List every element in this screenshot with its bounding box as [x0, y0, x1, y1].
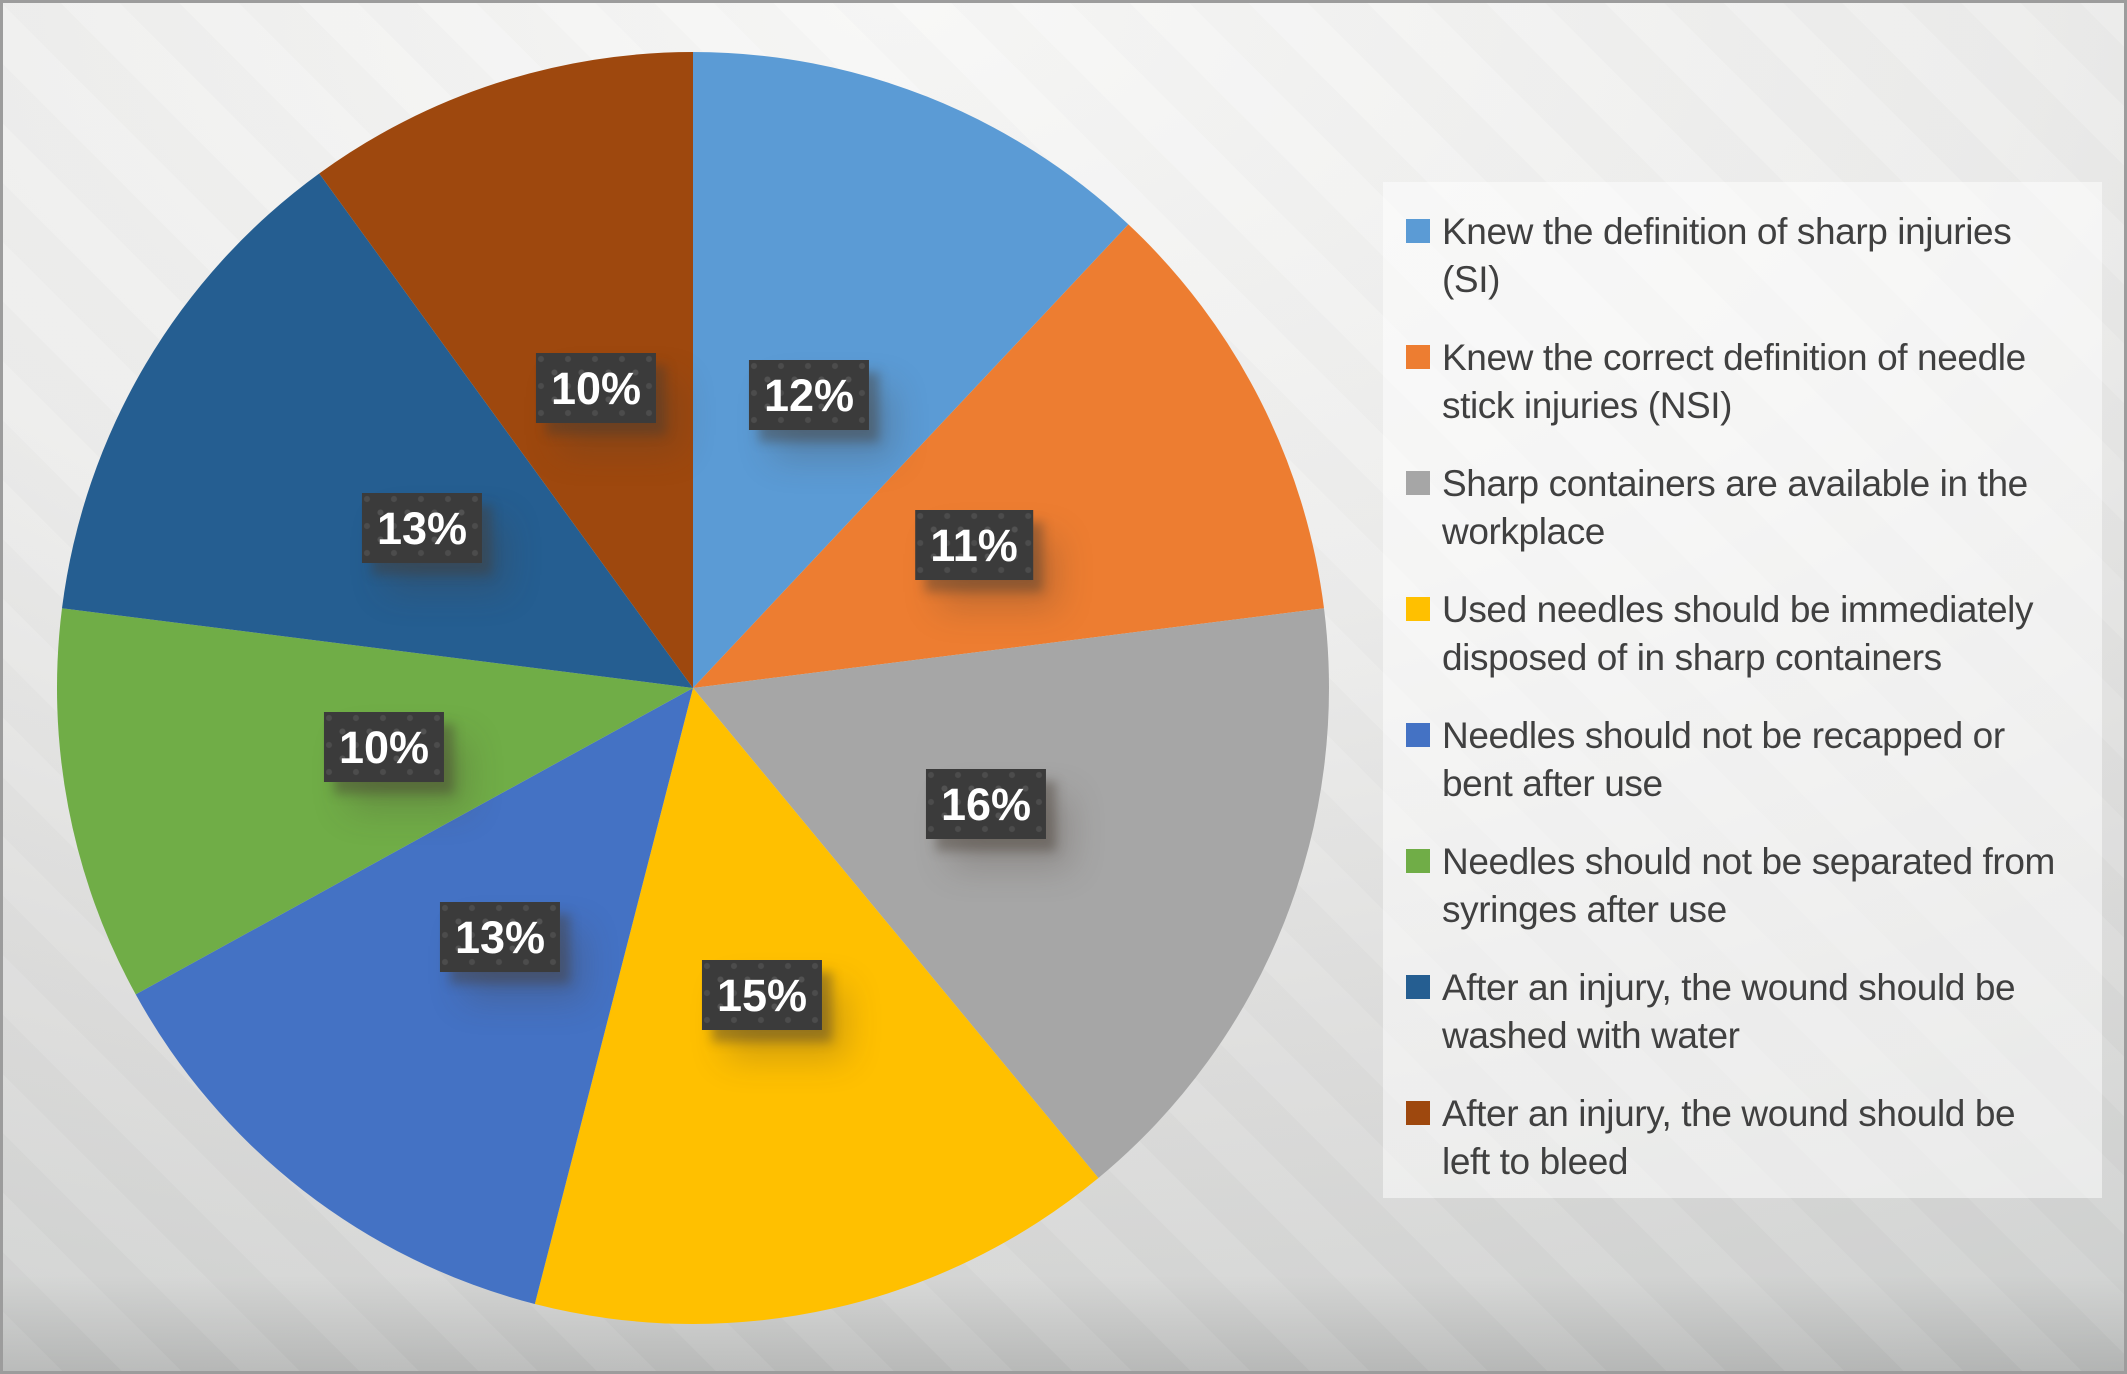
legend-label-line: Needles should not be recapped or	[1442, 715, 2005, 756]
pie-slice-3	[534, 688, 1099, 1324]
pie-slice-4	[135, 688, 693, 1304]
legend-label: Knew the correct definition of needle sti…	[1442, 334, 2026, 430]
legend-label-line: washed with water	[1442, 1015, 1740, 1056]
legend-marker-icon	[1406, 597, 1430, 621]
legend-item-2: Sharp containers are available in the wor…	[1406, 460, 2088, 556]
legend-item-5: Needles should not be separated from syri…	[1406, 838, 2088, 934]
legend-label-line: After an injury, the wound should be	[1442, 1093, 2016, 1134]
legend-marker-icon	[1406, 1101, 1430, 1125]
legend-label-line: stick injuries (NSI)	[1442, 385, 1733, 426]
legend-item-0: Knew the definition of sharp injuries (SI…	[1406, 208, 2088, 304]
legend-label-line: Sharp containers are available in the	[1442, 463, 2028, 504]
legend-label-line: syringes after use	[1442, 889, 1727, 930]
legend-marker-icon	[1406, 849, 1430, 873]
legend-marker-icon	[1406, 345, 1430, 369]
legend-item-6: After an injury, the wound should be wash…	[1406, 964, 2088, 1060]
legend-item-4: Needles should not be recapped or bent af…	[1406, 712, 2088, 808]
legend-marker-icon	[1406, 723, 1430, 747]
legend-label-line: Needles should not be separated from	[1442, 841, 2055, 882]
legend-label-line: Knew the definition of sharp injuries	[1442, 211, 2012, 252]
legend-label: Used needles should be immediately dispos…	[1442, 586, 2033, 682]
chart-legend: Knew the definition of sharp injuries (SI…	[1383, 182, 2102, 1198]
legend-label: After an injury, the wound should be left…	[1442, 1090, 2016, 1186]
legend-label-line: left to bleed	[1442, 1141, 1629, 1182]
legend-label: Needles should not be separated from syri…	[1442, 838, 2055, 934]
legend-marker-icon	[1406, 219, 1430, 243]
legend-label-line: bent after use	[1442, 763, 1663, 804]
pie-slice-6	[62, 173, 693, 688]
legend-item-7: After an injury, the wound should be left…	[1406, 1090, 2088, 1186]
legend-label: After an injury, the wound should be wash…	[1442, 964, 2016, 1060]
legend-label-line: (SI)	[1442, 259, 1501, 300]
legend-item-3: Used needles should be immediately dispos…	[1406, 586, 2088, 682]
legend-marker-icon	[1406, 471, 1430, 495]
legend-label-line: disposed of in sharp containers	[1442, 637, 1942, 678]
legend-label-line: After an injury, the wound should be	[1442, 967, 2016, 1008]
legend-label: Sharp containers are available in the wor…	[1442, 460, 2028, 556]
legend-label: Needles should not be recapped or bent af…	[1442, 712, 2005, 808]
pie-slice-5	[56, 608, 694, 995]
legend-label-line: Knew the correct definition of needle	[1442, 337, 2026, 378]
legend-label: Knew the definition of sharp injuries (SI…	[1442, 208, 2012, 304]
pie-slice-1	[693, 224, 1324, 688]
legend-marker-icon	[1406, 975, 1430, 999]
pie-slice-0	[693, 52, 1129, 688]
legend-label-line: Used needles should be immediately	[1442, 589, 2034, 630]
legend-label-line: workplace	[1442, 511, 1605, 552]
pie-slice-2	[693, 608, 1330, 1178]
pie-slice-7	[319, 52, 693, 688]
pie-chart	[56, 52, 1330, 1324]
legend-item-1: Knew the correct definition of needle sti…	[1406, 334, 2088, 430]
